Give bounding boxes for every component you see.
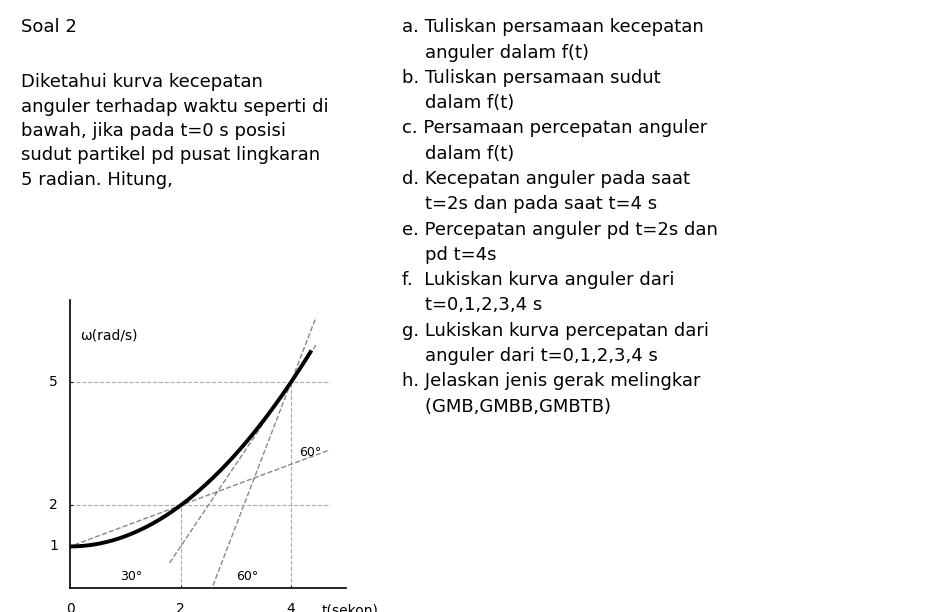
Text: Diketahui kurva kecepatan
anguler terhadap waktu seperti di
bawah, jika pada t=0: Diketahui kurva kecepatan anguler terhad… bbox=[21, 73, 329, 188]
Text: 1: 1 bbox=[50, 539, 58, 553]
Text: 5: 5 bbox=[50, 375, 58, 389]
Text: ω(rad/s): ω(rad/s) bbox=[80, 329, 138, 343]
Text: 60°: 60° bbox=[236, 570, 258, 583]
Text: t(sekon): t(sekon) bbox=[321, 603, 378, 612]
Text: 0: 0 bbox=[66, 602, 75, 612]
Text: 2: 2 bbox=[176, 602, 185, 612]
Text: a. Tuliskan persamaan kecepatan
    anguler dalam f(t)
b. Tuliskan persamaan sud: a. Tuliskan persamaan kecepatan anguler … bbox=[402, 18, 718, 416]
Text: Soal 2: Soal 2 bbox=[21, 18, 77, 36]
Text: 2: 2 bbox=[50, 498, 58, 512]
Text: 30°: 30° bbox=[120, 570, 142, 583]
Text: 4: 4 bbox=[286, 602, 296, 612]
Text: 60°: 60° bbox=[300, 446, 322, 459]
